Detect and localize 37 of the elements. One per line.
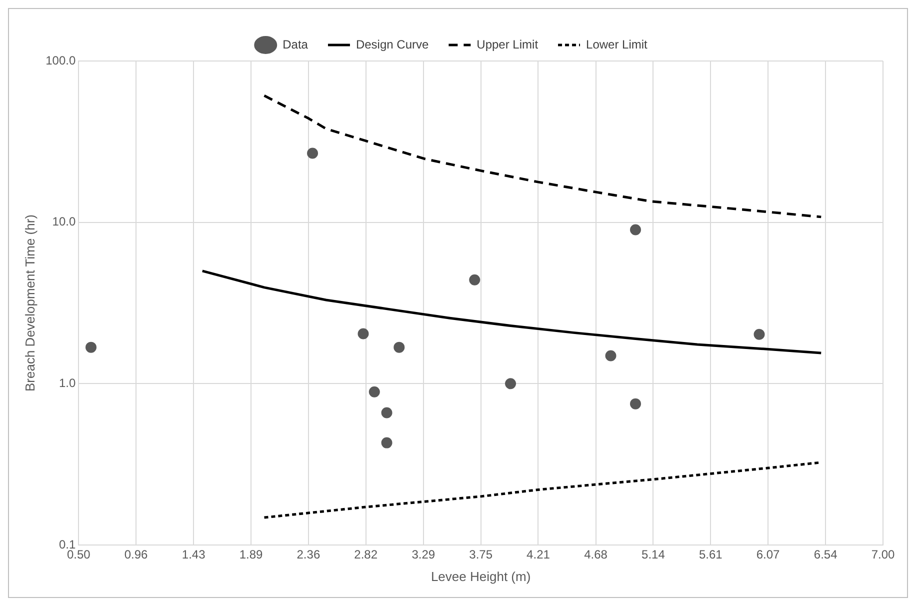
point: [394, 342, 405, 353]
x-tick-label: 1.89: [239, 548, 264, 562]
x-tick-label: 7.00: [871, 548, 895, 562]
legend-label: Upper Limit: [476, 37, 539, 52]
point: [86, 342, 97, 353]
point: [605, 350, 616, 362]
point: [381, 437, 392, 448]
x-tick-label: 5.14: [642, 548, 666, 562]
x-tick-label: 4.68: [584, 548, 608, 562]
x-tick-label: 6.07: [756, 548, 780, 562]
x-tick-label: 3.75: [469, 548, 493, 562]
legend-label: Data: [282, 37, 308, 52]
x-tick-label: 3.29: [412, 548, 436, 562]
legend-label: Design Curve: [356, 37, 429, 52]
x-tick-label: 2.82: [354, 548, 378, 562]
point: [307, 148, 318, 159]
point: [368, 386, 380, 398]
legend-label: Lower Limit: [586, 37, 648, 52]
x-tick-label: 1.43: [182, 548, 206, 562]
point: [754, 328, 765, 340]
y-axis-title: Breach Development Time (hr): [22, 214, 38, 392]
point: [358, 328, 369, 340]
y-tick-label: 10.0: [52, 214, 76, 229]
x-axis-title: Levee Height (m): [430, 568, 531, 584]
y-tick-label: 100.0: [46, 53, 76, 68]
x-tick-label: 2.36: [296, 548, 320, 562]
x-tick-label: 0.96: [124, 548, 148, 562]
point: [630, 224, 641, 236]
y-tick-label: 1.0: [58, 376, 76, 390]
point: [505, 378, 516, 390]
point: [630, 398, 641, 410]
x-tick-label: 5.61: [698, 548, 723, 562]
point: [381, 407, 392, 418]
line-series: [263, 94, 822, 218]
x-tick-label: 6.54: [814, 548, 838, 562]
x-tick-label: 4.21: [526, 548, 550, 562]
point: [469, 274, 480, 286]
